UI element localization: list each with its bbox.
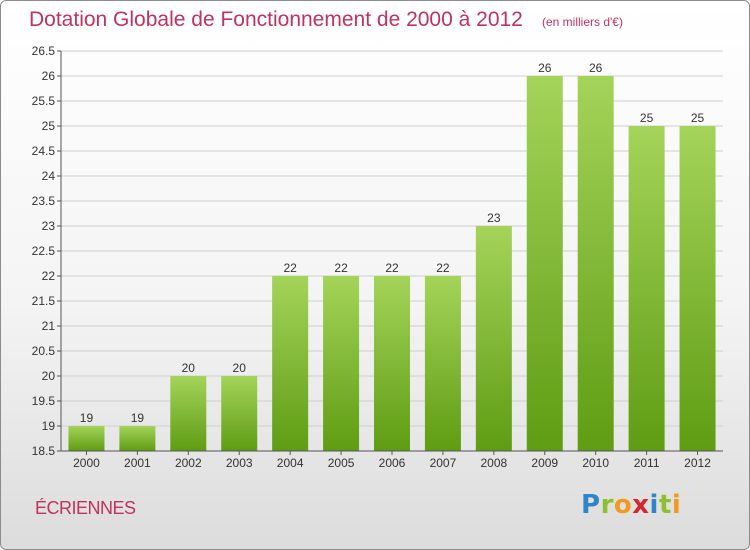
bar-2007 bbox=[424, 276, 461, 451]
x-tick-label: 2001 bbox=[124, 456, 151, 470]
bars bbox=[68, 76, 716, 451]
x-tick-label: 2003 bbox=[226, 456, 253, 470]
data-label: 22 bbox=[334, 261, 348, 275]
bar-2012 bbox=[679, 126, 716, 451]
data-label: 19 bbox=[80, 411, 94, 425]
logo-letter: t bbox=[658, 490, 672, 520]
y-tick-label: 18.5 bbox=[32, 444, 56, 458]
data-label: 22 bbox=[385, 261, 399, 275]
data-label: 22 bbox=[283, 261, 297, 275]
bar-2004 bbox=[272, 276, 309, 451]
data-label: 22 bbox=[436, 261, 450, 275]
x-tick-label: 2006 bbox=[379, 456, 406, 470]
y-tick-label: 26 bbox=[42, 69, 56, 83]
logo-letter: i bbox=[649, 490, 659, 520]
logo-letter: x bbox=[632, 490, 650, 520]
bar-2008 bbox=[475, 226, 512, 451]
data-label: 25 bbox=[691, 111, 705, 125]
x-axis: 2000 2001 2002 2003 2004 2005 2006 2007 2008 2009… bbox=[73, 451, 711, 470]
logo-letter: P bbox=[581, 490, 601, 520]
data-label: 23 bbox=[487, 211, 501, 225]
bar-2011 bbox=[628, 126, 665, 451]
x-tick-label: 2011 bbox=[634, 456, 660, 470]
data-label: 19 bbox=[131, 411, 145, 425]
x-tick-label: 2007 bbox=[430, 456, 457, 470]
y-tick-label: 25.5 bbox=[32, 94, 56, 108]
x-tick-label: 2005 bbox=[328, 456, 355, 470]
y-tick-label: 25 bbox=[42, 119, 56, 133]
x-tick-label: 2010 bbox=[582, 456, 609, 470]
chart-title: Dotation Globale de Fonctionnement de 20… bbox=[29, 8, 523, 31]
logo-letter: r bbox=[600, 490, 614, 520]
y-tick-label: 21 bbox=[42, 319, 56, 333]
y-tick-label: 22 bbox=[42, 269, 56, 283]
logo-letter: o bbox=[613, 490, 633, 520]
y-axis: 18.5 19 19.5 20 20.5 21 21.5 22 22.5 23 23.5 24 24.5… bbox=[32, 44, 723, 458]
y-tick-label: 21.5 bbox=[32, 294, 56, 308]
y-tick-label: 26.5 bbox=[32, 44, 56, 58]
data-label: 20 bbox=[182, 361, 196, 375]
bar-2006 bbox=[374, 276, 410, 451]
y-tick-label: 24.5 bbox=[32, 144, 56, 158]
proxiti-logo: Proxiti bbox=[581, 490, 681, 520]
x-tick-label: 2004 bbox=[277, 456, 304, 470]
bar-2003 bbox=[221, 376, 258, 451]
y-tick-label: 24 bbox=[42, 169, 56, 183]
bar-2009 bbox=[526, 76, 563, 451]
logo-letter: i bbox=[671, 490, 682, 520]
x-tick-label: 2012 bbox=[684, 456, 711, 470]
data-label: 25 bbox=[640, 111, 654, 125]
x-tick-label: 2009 bbox=[531, 456, 558, 470]
town-name: ÉCRIENNES bbox=[35, 498, 136, 518]
y-tick-label: 19.5 bbox=[32, 394, 56, 408]
data-label: 20 bbox=[233, 361, 247, 375]
data-label: 26 bbox=[589, 61, 603, 75]
bar-2000 bbox=[68, 426, 105, 451]
data-labels: 19 19 20 20 22 22 22 22 23 26 26 25 25 bbox=[80, 61, 705, 425]
y-tick-label: 23.5 bbox=[32, 194, 56, 208]
data-label: 26 bbox=[538, 61, 552, 75]
chart-subtitle: (en milliers d'€) bbox=[542, 15, 623, 29]
bar-2005 bbox=[323, 276, 360, 451]
bar-2010 bbox=[577, 76, 614, 451]
x-tick-label: 2008 bbox=[480, 456, 507, 470]
x-tick-label: 2002 bbox=[175, 456, 202, 470]
y-tick-label: 20.5 bbox=[32, 344, 56, 358]
y-tick-label: 20 bbox=[42, 369, 56, 383]
bar-2002 bbox=[170, 376, 207, 451]
y-tick-label: 19 bbox=[42, 419, 56, 433]
y-tick-label: 23 bbox=[42, 219, 56, 233]
bar-2001 bbox=[119, 426, 156, 451]
x-tick-label: 2000 bbox=[73, 456, 100, 470]
y-tick-label: 22.5 bbox=[32, 244, 56, 258]
